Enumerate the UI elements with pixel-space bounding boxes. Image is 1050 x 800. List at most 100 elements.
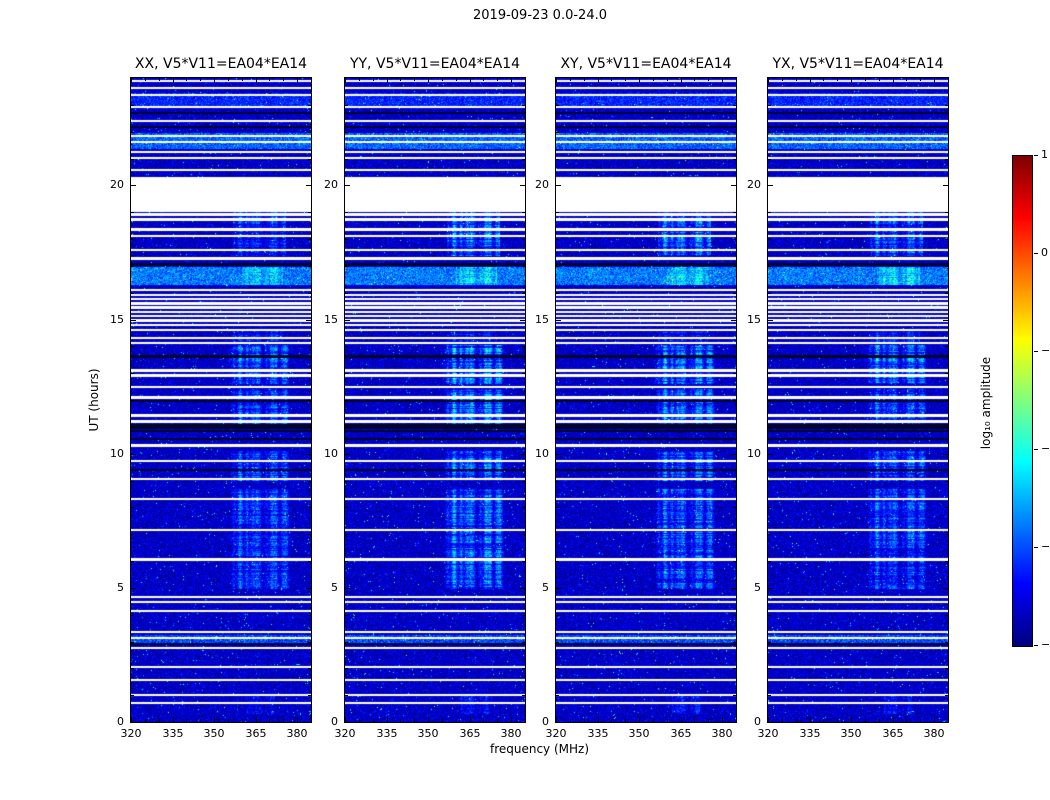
tick-mark [733,695,736,696]
tick-mark [733,427,736,428]
tick-mark [345,668,348,669]
colorbar-tick-label: −2 [1041,442,1050,455]
tick-mark [359,719,360,722]
x-tick-label: 350 [417,727,439,740]
tick-mark [131,668,134,669]
tick-mark [159,719,160,722]
tick-mark [722,78,723,83]
tick-mark [782,719,783,722]
tick-mark [308,373,311,374]
y-tick-label: 20 [324,178,338,191]
tick-mark [851,78,852,83]
y-tick-label: 5 [754,581,761,594]
tick-mark [308,668,311,669]
tick-mark [768,695,771,696]
tick-mark [1034,351,1038,352]
tick-mark [945,159,948,160]
y-tick-label: 10 [535,447,549,460]
y-tick-label: 5 [117,581,124,594]
tick-mark [131,373,134,374]
tick-mark [733,159,736,160]
tick-mark [308,481,311,482]
tick-mark [810,717,811,722]
tick-mark [131,320,136,321]
tick-mark [373,78,374,81]
tick-mark [768,239,771,240]
y-tick-label: 0 [542,715,549,728]
tick-mark [945,695,948,696]
tick-mark [1034,253,1038,254]
spectrogram-panel [555,77,737,723]
y-tick-label: 10 [110,447,124,460]
y-tick-label: 15 [535,313,549,326]
tick-mark [865,719,866,722]
tick-mark [945,132,948,133]
tick-mark [556,695,559,696]
tick-mark [131,481,134,482]
tick-mark [308,400,311,401]
tick-mark [906,78,907,81]
y-tick-label: 20 [110,178,124,191]
tick-mark [345,481,348,482]
tick-mark [345,588,350,589]
x-tick-label: 365 [670,727,692,740]
tick-mark [269,719,270,722]
tick-mark [945,427,948,428]
tick-mark [556,132,559,133]
tick-mark [556,507,559,508]
tick-mark [522,642,525,643]
tick-mark [556,534,559,535]
x-tick-label: 380 [286,727,308,740]
tick-mark [733,373,736,374]
tick-mark [242,719,243,722]
colorbar-tick-label: 0 [1041,246,1048,259]
tick-mark [681,717,682,722]
tick-mark [308,615,311,616]
tick-mark [297,717,298,722]
tick-mark [131,78,132,83]
tick-mark [483,719,484,722]
tick-mark [522,212,525,213]
tick-mark [768,507,771,508]
tick-mark [345,717,346,722]
tick-mark [345,239,348,240]
tick-mark [733,132,736,133]
tick-mark [653,719,654,722]
tick-mark [584,719,585,722]
tick-mark [556,400,559,401]
tick-mark [733,293,736,294]
tick-mark [731,722,736,723]
tick-mark [269,78,270,81]
tick-mark [345,454,350,455]
y-tick-label: 0 [117,715,124,728]
y-tick-label: 5 [331,581,338,594]
spectrogram-canvas [131,78,311,722]
tick-mark [522,293,525,294]
tick-mark [768,346,771,347]
colorbar-tick-label: −3 [1041,540,1050,553]
tick-mark [1034,449,1038,450]
y-tick-label: 5 [542,581,549,594]
tick-mark [733,105,736,106]
tick-mark [345,561,348,562]
tick-mark [837,719,838,722]
tick-mark [200,78,201,81]
colorbar-gradient [1013,156,1032,646]
tick-mark [556,454,561,455]
tick-mark [708,719,709,722]
tick-mark [796,78,797,81]
tick-mark [131,722,136,723]
tick-mark [520,722,525,723]
tick-mark [943,588,948,589]
tick-mark [522,668,525,669]
tick-mark [768,400,771,401]
tick-mark [306,588,311,589]
tick-mark [345,159,348,160]
tick-mark [522,373,525,374]
tick-mark [556,427,559,428]
tick-mark [308,159,311,160]
tick-mark [131,642,134,643]
tick-mark [611,719,612,722]
tick-mark [131,717,132,722]
tick-mark [442,78,443,81]
